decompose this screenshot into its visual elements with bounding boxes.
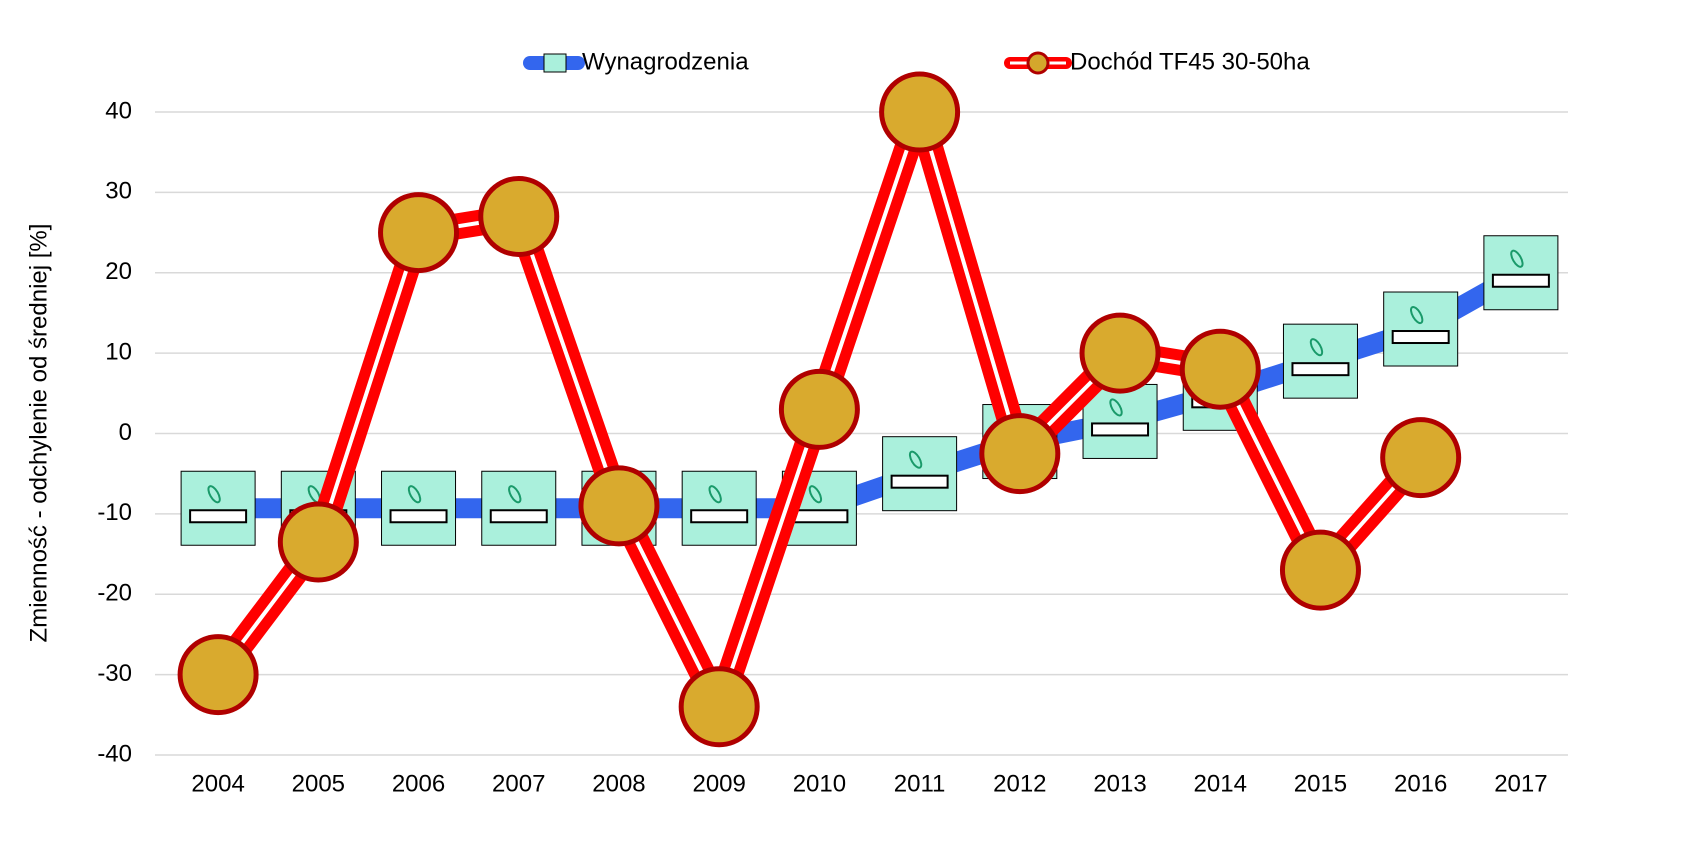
marker bbox=[1283, 324, 1357, 398]
marker bbox=[180, 637, 256, 713]
marker bbox=[883, 437, 957, 511]
marker bbox=[1384, 292, 1458, 366]
y-tick-label: 30 bbox=[105, 178, 132, 205]
y-axis-label: Zmienność - odchylenie od średniej [%] bbox=[25, 224, 52, 643]
marker bbox=[382, 471, 456, 545]
marker bbox=[381, 195, 457, 271]
x-tick-label: 2006 bbox=[392, 770, 445, 797]
marker-icon bbox=[791, 510, 847, 522]
marker-icon bbox=[1393, 331, 1449, 343]
marker bbox=[482, 471, 556, 545]
x-tick-label: 2015 bbox=[1294, 770, 1347, 797]
marker-box bbox=[1384, 292, 1458, 366]
y-tick-label: -30 bbox=[97, 660, 132, 687]
chart: Zmienność - odchylenie od średniej [%] W… bbox=[0, 0, 1698, 868]
marker bbox=[581, 468, 657, 544]
marker bbox=[1282, 532, 1358, 608]
legend-label: Dochód TF45 30-50ha bbox=[1070, 48, 1310, 75]
marker-icon bbox=[1493, 275, 1549, 287]
marker-icon bbox=[892, 476, 948, 488]
x-tick-label: 2013 bbox=[1093, 770, 1146, 797]
x-tick-label: 2007 bbox=[492, 770, 545, 797]
marker bbox=[481, 178, 557, 254]
marker bbox=[280, 504, 356, 580]
marker-box bbox=[1283, 324, 1357, 398]
marker bbox=[682, 471, 756, 545]
marker-box bbox=[181, 471, 255, 545]
x-tick-label: 2011 bbox=[894, 770, 946, 797]
y-tick-label: -20 bbox=[97, 580, 132, 607]
y-tick-label: 40 bbox=[105, 97, 132, 124]
marker bbox=[1484, 236, 1558, 310]
marker-icon bbox=[190, 510, 246, 522]
marker bbox=[1383, 420, 1459, 496]
marker-icon bbox=[1092, 423, 1148, 435]
marker-icon bbox=[491, 510, 547, 522]
marker bbox=[1082, 315, 1158, 391]
marker bbox=[681, 669, 757, 745]
marker bbox=[781, 371, 857, 447]
x-tick-label: 2017 bbox=[1494, 770, 1547, 797]
marker bbox=[882, 74, 958, 150]
marker bbox=[982, 416, 1058, 492]
marker bbox=[1182, 331, 1258, 407]
y-tick-label: -40 bbox=[97, 740, 132, 767]
x-tick-label: 2010 bbox=[793, 770, 846, 797]
y-tick-label: 20 bbox=[105, 258, 132, 285]
legend: Wynagrodzenia Dochód TF45 30-50ha bbox=[530, 48, 1310, 75]
x-tick-label: 2008 bbox=[592, 770, 645, 797]
legend-icon bbox=[544, 54, 566, 72]
y-tick-label: -10 bbox=[97, 499, 132, 526]
marker-box bbox=[382, 471, 456, 545]
x-tick-label: 2004 bbox=[191, 770, 244, 797]
marker-icon bbox=[691, 510, 747, 522]
marker-icon bbox=[1292, 363, 1348, 375]
marker-box bbox=[1484, 236, 1558, 310]
y-tick-label: 0 bbox=[119, 419, 132, 446]
x-tick-label: 2012 bbox=[993, 770, 1046, 797]
y-tick-label: 10 bbox=[105, 338, 132, 365]
x-tick-label: 2014 bbox=[1194, 770, 1247, 797]
x-tick-label: 2009 bbox=[692, 770, 745, 797]
marker-box bbox=[682, 471, 756, 545]
x-tick-label: 2005 bbox=[292, 770, 345, 797]
legend-label: Wynagrodzenia bbox=[582, 48, 749, 75]
legend-icon bbox=[1028, 53, 1048, 73]
marker-icon bbox=[391, 510, 447, 522]
marker bbox=[181, 471, 255, 545]
marker-box bbox=[883, 437, 957, 511]
marker-box bbox=[482, 471, 556, 545]
x-tick-label: 2016 bbox=[1394, 770, 1447, 797]
